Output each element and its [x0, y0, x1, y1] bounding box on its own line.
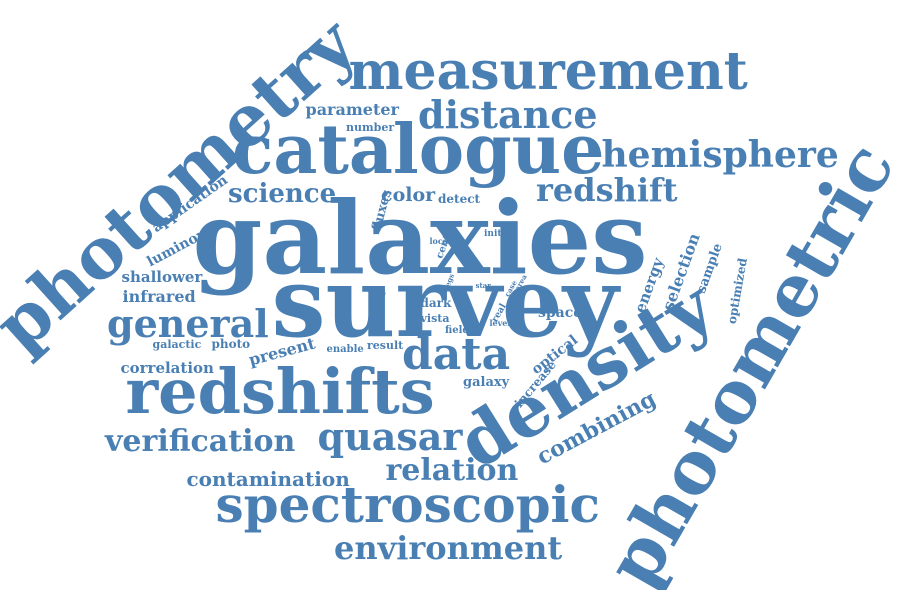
word-star: star [476, 282, 491, 289]
word-distance: distance [418, 96, 598, 134]
word-measurement: measurement [349, 46, 748, 98]
word-redshift: redshift [536, 174, 678, 206]
word-verification: verification [105, 427, 295, 457]
word-hemisphere: hemisphere [602, 137, 839, 173]
word-local: local [430, 237, 451, 245]
word-relation: relation [386, 456, 519, 486]
word-science: science [228, 181, 336, 207]
word-sample: sample [695, 241, 725, 294]
word-correlation: correlation [121, 361, 214, 376]
word-vista: vista [421, 313, 450, 324]
word-galaxy: galaxy [463, 376, 509, 389]
word-environment: environment [334, 532, 562, 564]
word-quasar: quasar [318, 418, 463, 456]
word-field: field [445, 326, 469, 336]
word-photo: photo [212, 338, 251, 350]
word-level: level [490, 319, 511, 327]
word-contamination: contamination [187, 469, 350, 489]
word-dark: dark [421, 297, 452, 309]
word-infrared: infrared [123, 289, 196, 305]
word-data: data [402, 333, 510, 377]
word-enable: enable [327, 345, 364, 355]
word-initial: initial [484, 230, 514, 239]
word-shallower: shallower [122, 270, 203, 285]
word-galactic: galactic [153, 339, 202, 350]
word-detect: detect [438, 193, 480, 205]
word-result: result [367, 340, 403, 351]
word-number: number [346, 122, 394, 133]
word-space: space [538, 306, 582, 320]
word-parameter: parameter [306, 102, 399, 118]
